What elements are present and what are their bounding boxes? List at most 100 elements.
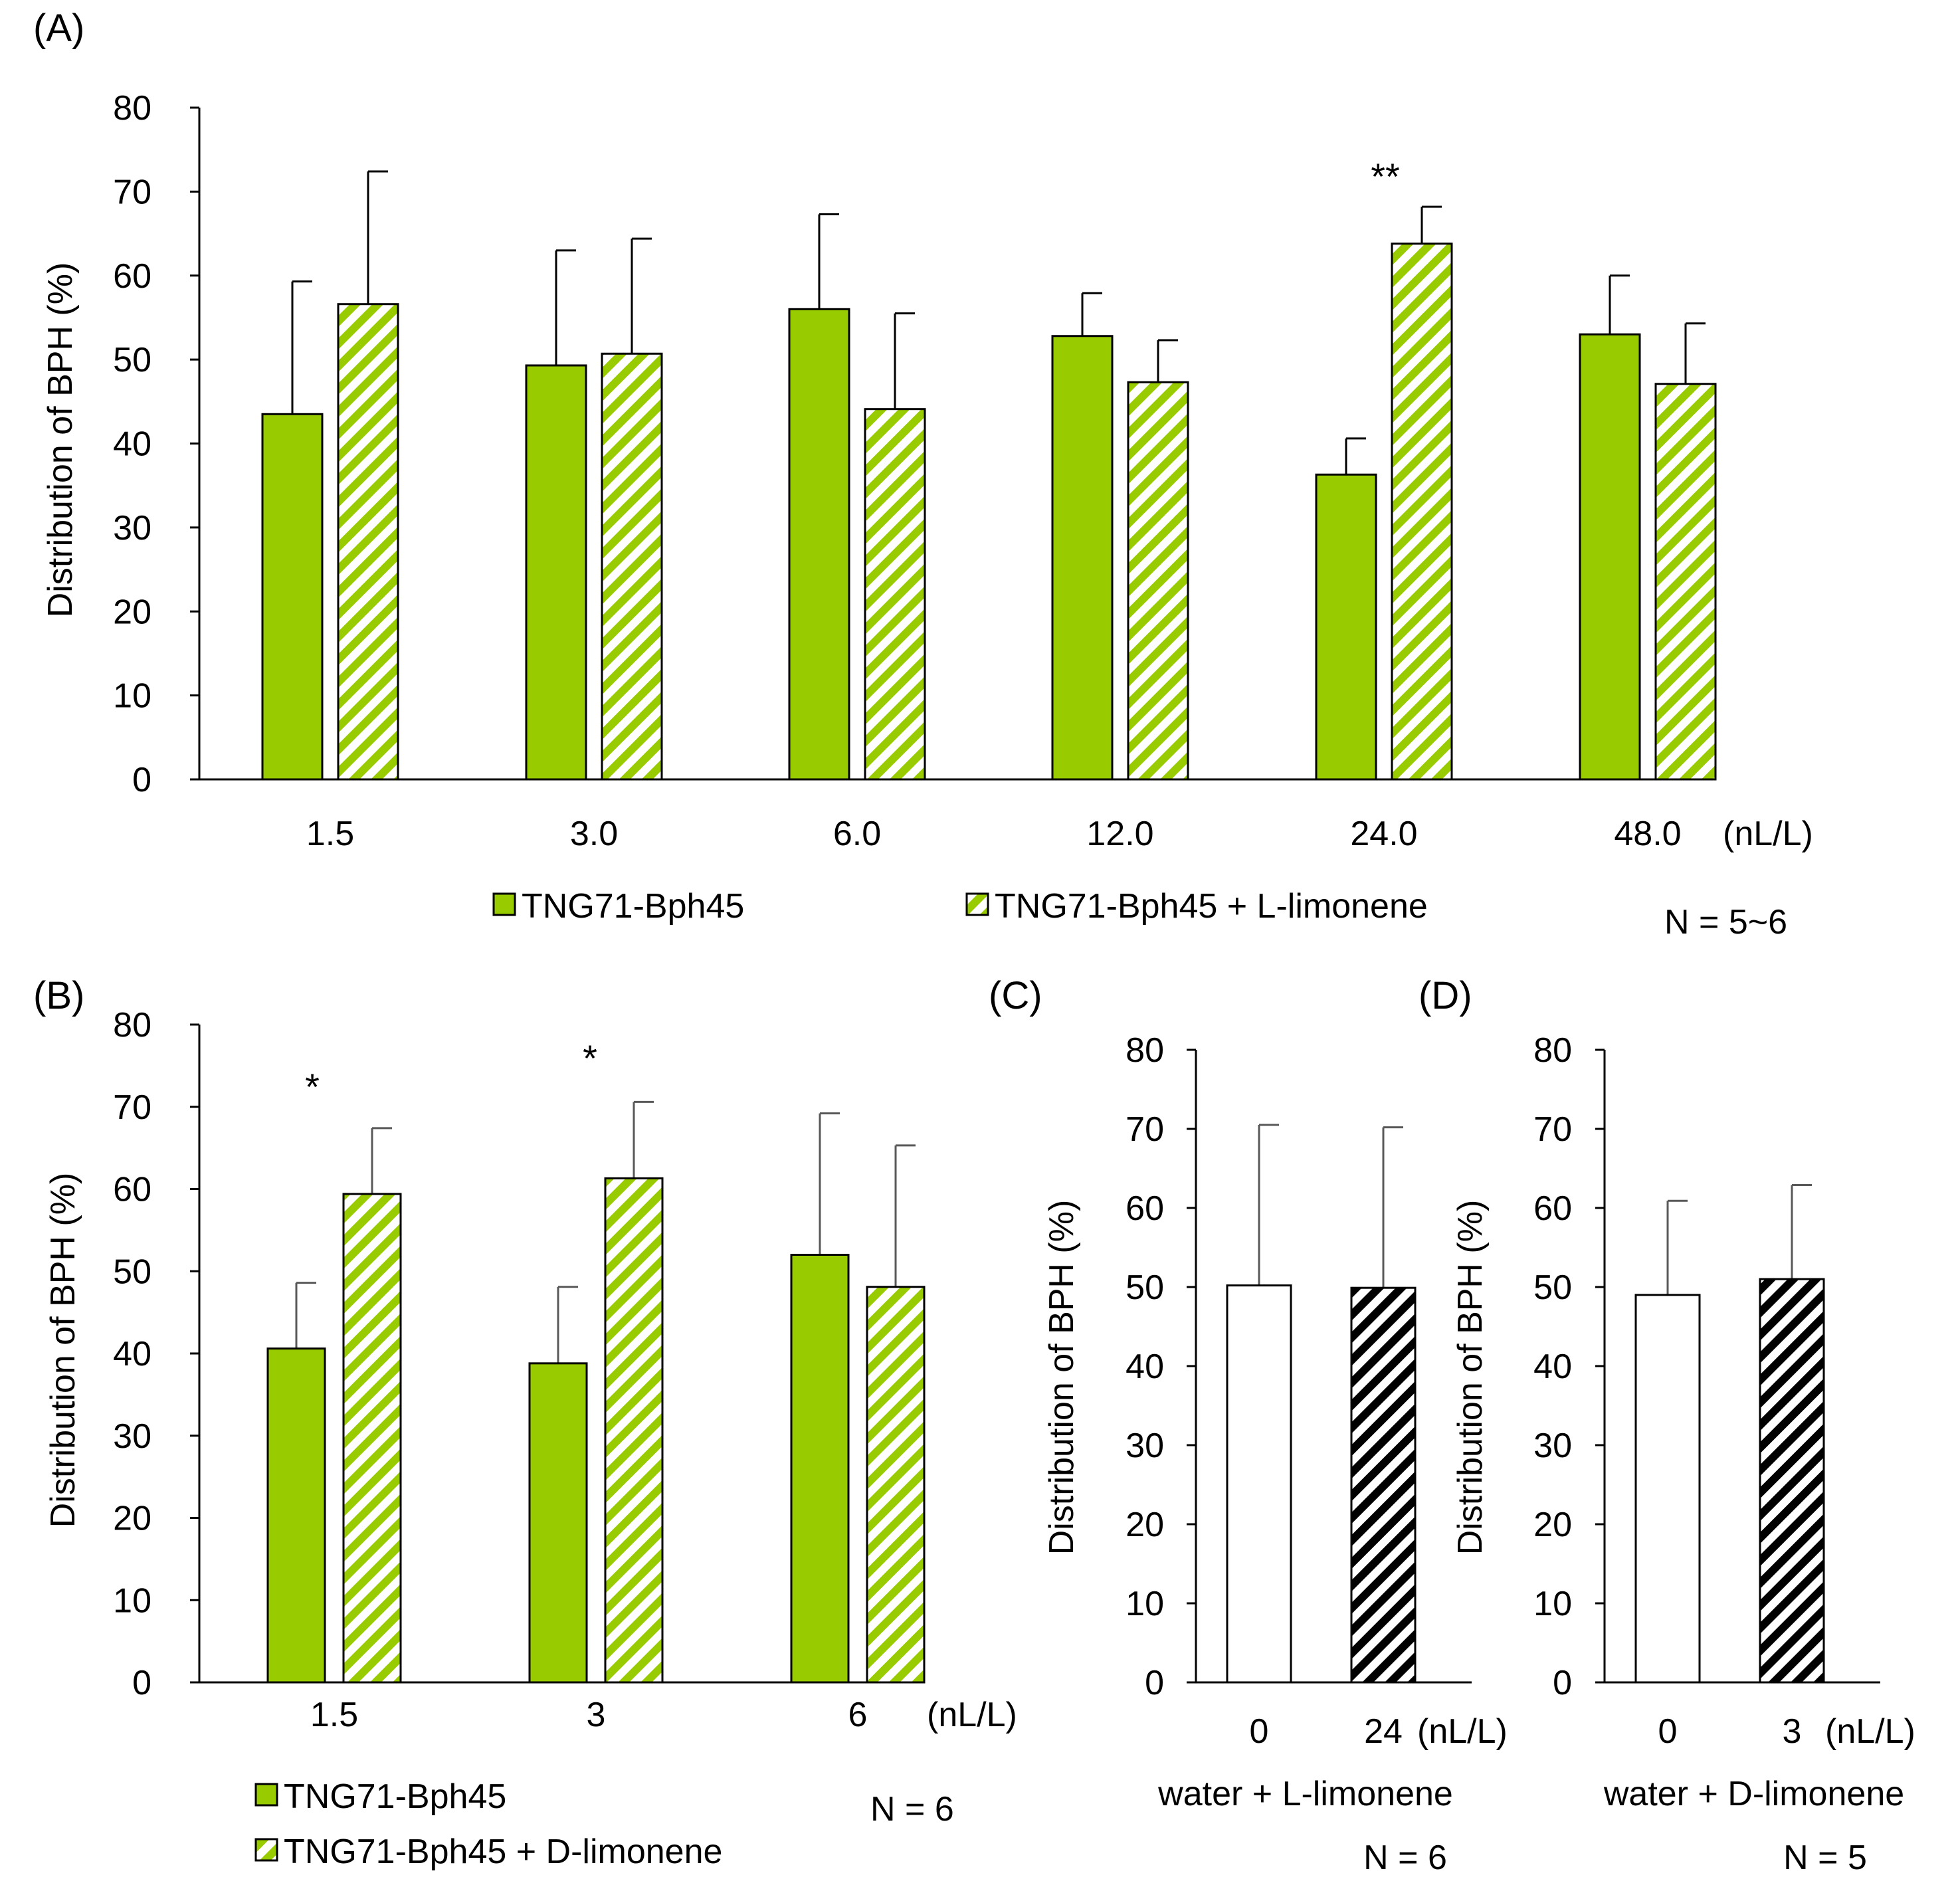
panel-d-label: (D) <box>1419 974 1472 1017</box>
panel-d-bars <box>1634 1183 1825 1684</box>
panel-a-legend: TNG71-Bph45 TNG71-Bph45 + L-limonene <box>492 887 1428 926</box>
bar-solid <box>266 1347 326 1684</box>
bar-solid <box>790 1254 850 1684</box>
y-tick-label: 30 <box>1126 1427 1164 1465</box>
y-tick-label: 40 <box>1126 1347 1164 1386</box>
bar-solid <box>788 308 850 781</box>
significance-marker: ** <box>1371 155 1400 197</box>
panel-a-label: (A) <box>33 7 84 50</box>
panel-c-unit-label: (nL/L) <box>1417 1712 1508 1751</box>
y-tick-label: 60 <box>1533 1189 1572 1228</box>
panel-b-legend-swatch-solid <box>254 1783 278 1807</box>
panel-c-y-axis-title: Distribution of BPH (%) <box>1042 1200 1081 1555</box>
panel-c-sample-size: N = 6 <box>1363 1839 1447 1877</box>
y-tick-label: 70 <box>113 173 151 211</box>
y-tick-label: 60 <box>113 1171 151 1209</box>
panel-d-x-axis-title: water + D-limonene <box>1603 1775 1904 1813</box>
bar-control <box>1634 1294 1701 1684</box>
panel-b-legend-swatch-hatched <box>254 1838 278 1862</box>
y-tick-label: 50 <box>113 341 151 379</box>
panel-c-label: (C) <box>989 974 1042 1017</box>
panel-c-axes <box>1187 1048 1472 1684</box>
bar-solid <box>1315 473 1377 781</box>
bar-hatched <box>601 352 663 781</box>
panel-d-unit-label: (nL/L) <box>1825 1712 1915 1751</box>
panel-a-bars: ** <box>261 155 1717 781</box>
panel-a-x-categories: 1.5 3.0 6.0 12.0 24.0 48.0 <box>306 815 1682 853</box>
panel-a-sample-size: N = 5~6 <box>1664 903 1787 942</box>
x-category-label: 1.5 <box>310 1696 358 1734</box>
panel-d-axes <box>1595 1048 1880 1684</box>
y-tick-label: 60 <box>1126 1189 1164 1228</box>
x-category-label: 48.0 <box>1614 815 1681 853</box>
x-category-label: 1.5 <box>306 815 354 853</box>
panel-b-y-axis-title: Distribution of BPH (%) <box>44 1173 82 1528</box>
bar-solid <box>525 364 587 781</box>
panel-a-legend-swatch-solid <box>492 892 516 916</box>
panel-b-sample-size: N = 6 <box>870 1790 954 1829</box>
y-tick-label: 70 <box>1126 1110 1164 1149</box>
y-tick-label: 30 <box>113 509 151 547</box>
significance-marker: * <box>305 1066 320 1108</box>
bar-hatched <box>342 1193 402 1684</box>
x-category-label: 24.0 <box>1350 815 1417 853</box>
y-tick-label: 20 <box>113 593 151 631</box>
x-category-label: 3 <box>1783 1712 1802 1751</box>
panel-b-x-categories: 1.5 3 6 <box>310 1696 868 1734</box>
bar-hatched <box>1127 381 1189 781</box>
panel-b-legend-hatched-label: TNG71-Bph45 + D-limonene <box>284 1833 722 1871</box>
y-tick-label: 10 <box>1533 1585 1572 1623</box>
panel-a-legend-solid-label: TNG71-Bph45 <box>522 887 744 926</box>
bar-hatched <box>1391 243 1453 781</box>
x-category-label: 3 <box>587 1696 606 1734</box>
bar-treatment <box>1759 1278 1825 1684</box>
panel-b-y-ticks: 0 10 20 30 40 50 60 70 80 <box>113 1006 151 1702</box>
y-tick-label: 30 <box>1533 1427 1572 1465</box>
x-category-label: 3.0 <box>570 815 618 853</box>
y-tick-label: 40 <box>113 1335 151 1373</box>
bar-hatched <box>864 408 926 781</box>
panel-d-y-ticks: 0 10 20 30 40 50 60 70 80 <box>1533 1031 1572 1702</box>
y-tick-label: 20 <box>113 1500 151 1538</box>
panel-d: (D) Distribution of BPH (%) 010203040506… <box>1419 974 1915 1877</box>
y-tick-label: 0 <box>1553 1664 1572 1702</box>
panel-b-unit-label: (nL/L) <box>927 1696 1017 1734</box>
bar-treatment <box>1350 1286 1417 1684</box>
bar-solid <box>261 413 324 781</box>
y-tick-label: 80 <box>113 89 151 128</box>
panel-b-legend: TNG71-Bph45 TNG71-Bph45 + D-limonene <box>254 1777 722 1871</box>
bar-solid <box>1051 335 1114 781</box>
bar-control <box>1226 1284 1292 1684</box>
y-tick-label: 10 <box>1126 1585 1164 1623</box>
bar-hatched <box>866 1286 926 1684</box>
x-category-label: 6.0 <box>833 815 881 853</box>
panel-a-y-axis-title: Distribution of BPH (%) <box>41 262 80 618</box>
panel-c-x-categories: 0 24 <box>1250 1712 1403 1751</box>
y-tick-label: 10 <box>113 677 151 716</box>
y-tick-label: 0 <box>1145 1664 1164 1702</box>
x-category-label: 12.0 <box>1086 815 1153 853</box>
bar-hatched <box>1654 383 1717 781</box>
y-tick-label: 20 <box>1533 1506 1572 1544</box>
x-category-label: 0 <box>1250 1712 1269 1751</box>
panel-c-y-ticks: 0 10 20 30 40 50 60 70 80 <box>1126 1031 1164 1702</box>
x-category-label: 24 <box>1364 1712 1403 1751</box>
y-tick-label: 30 <box>113 1417 151 1456</box>
y-tick-label: 0 <box>132 761 151 799</box>
y-tick-label: 40 <box>113 425 151 464</box>
panel-b-legend-solid-label: TNG71-Bph45 <box>284 1777 506 1816</box>
panel-a-legend-swatch-hatched <box>965 892 989 916</box>
panel-a: (A) Distribution of BPH (%) 0 10 20 30 40 50 6… <box>33 7 1813 942</box>
x-category-label: 6 <box>848 1696 868 1734</box>
y-tick-label: 70 <box>113 1088 151 1127</box>
y-tick-label: 0 <box>132 1664 151 1702</box>
y-tick-label: 20 <box>1126 1506 1164 1544</box>
panel-d-y-axis-title: Distribution of BPH (%) <box>1451 1200 1490 1555</box>
panel-a-unit-label: (nL/L) <box>1723 815 1813 853</box>
y-tick-label: 40 <box>1533 1347 1572 1386</box>
significance-marker: * <box>583 1037 597 1079</box>
bar-hatched <box>337 303 399 781</box>
panel-b-axes <box>190 1023 918 1684</box>
